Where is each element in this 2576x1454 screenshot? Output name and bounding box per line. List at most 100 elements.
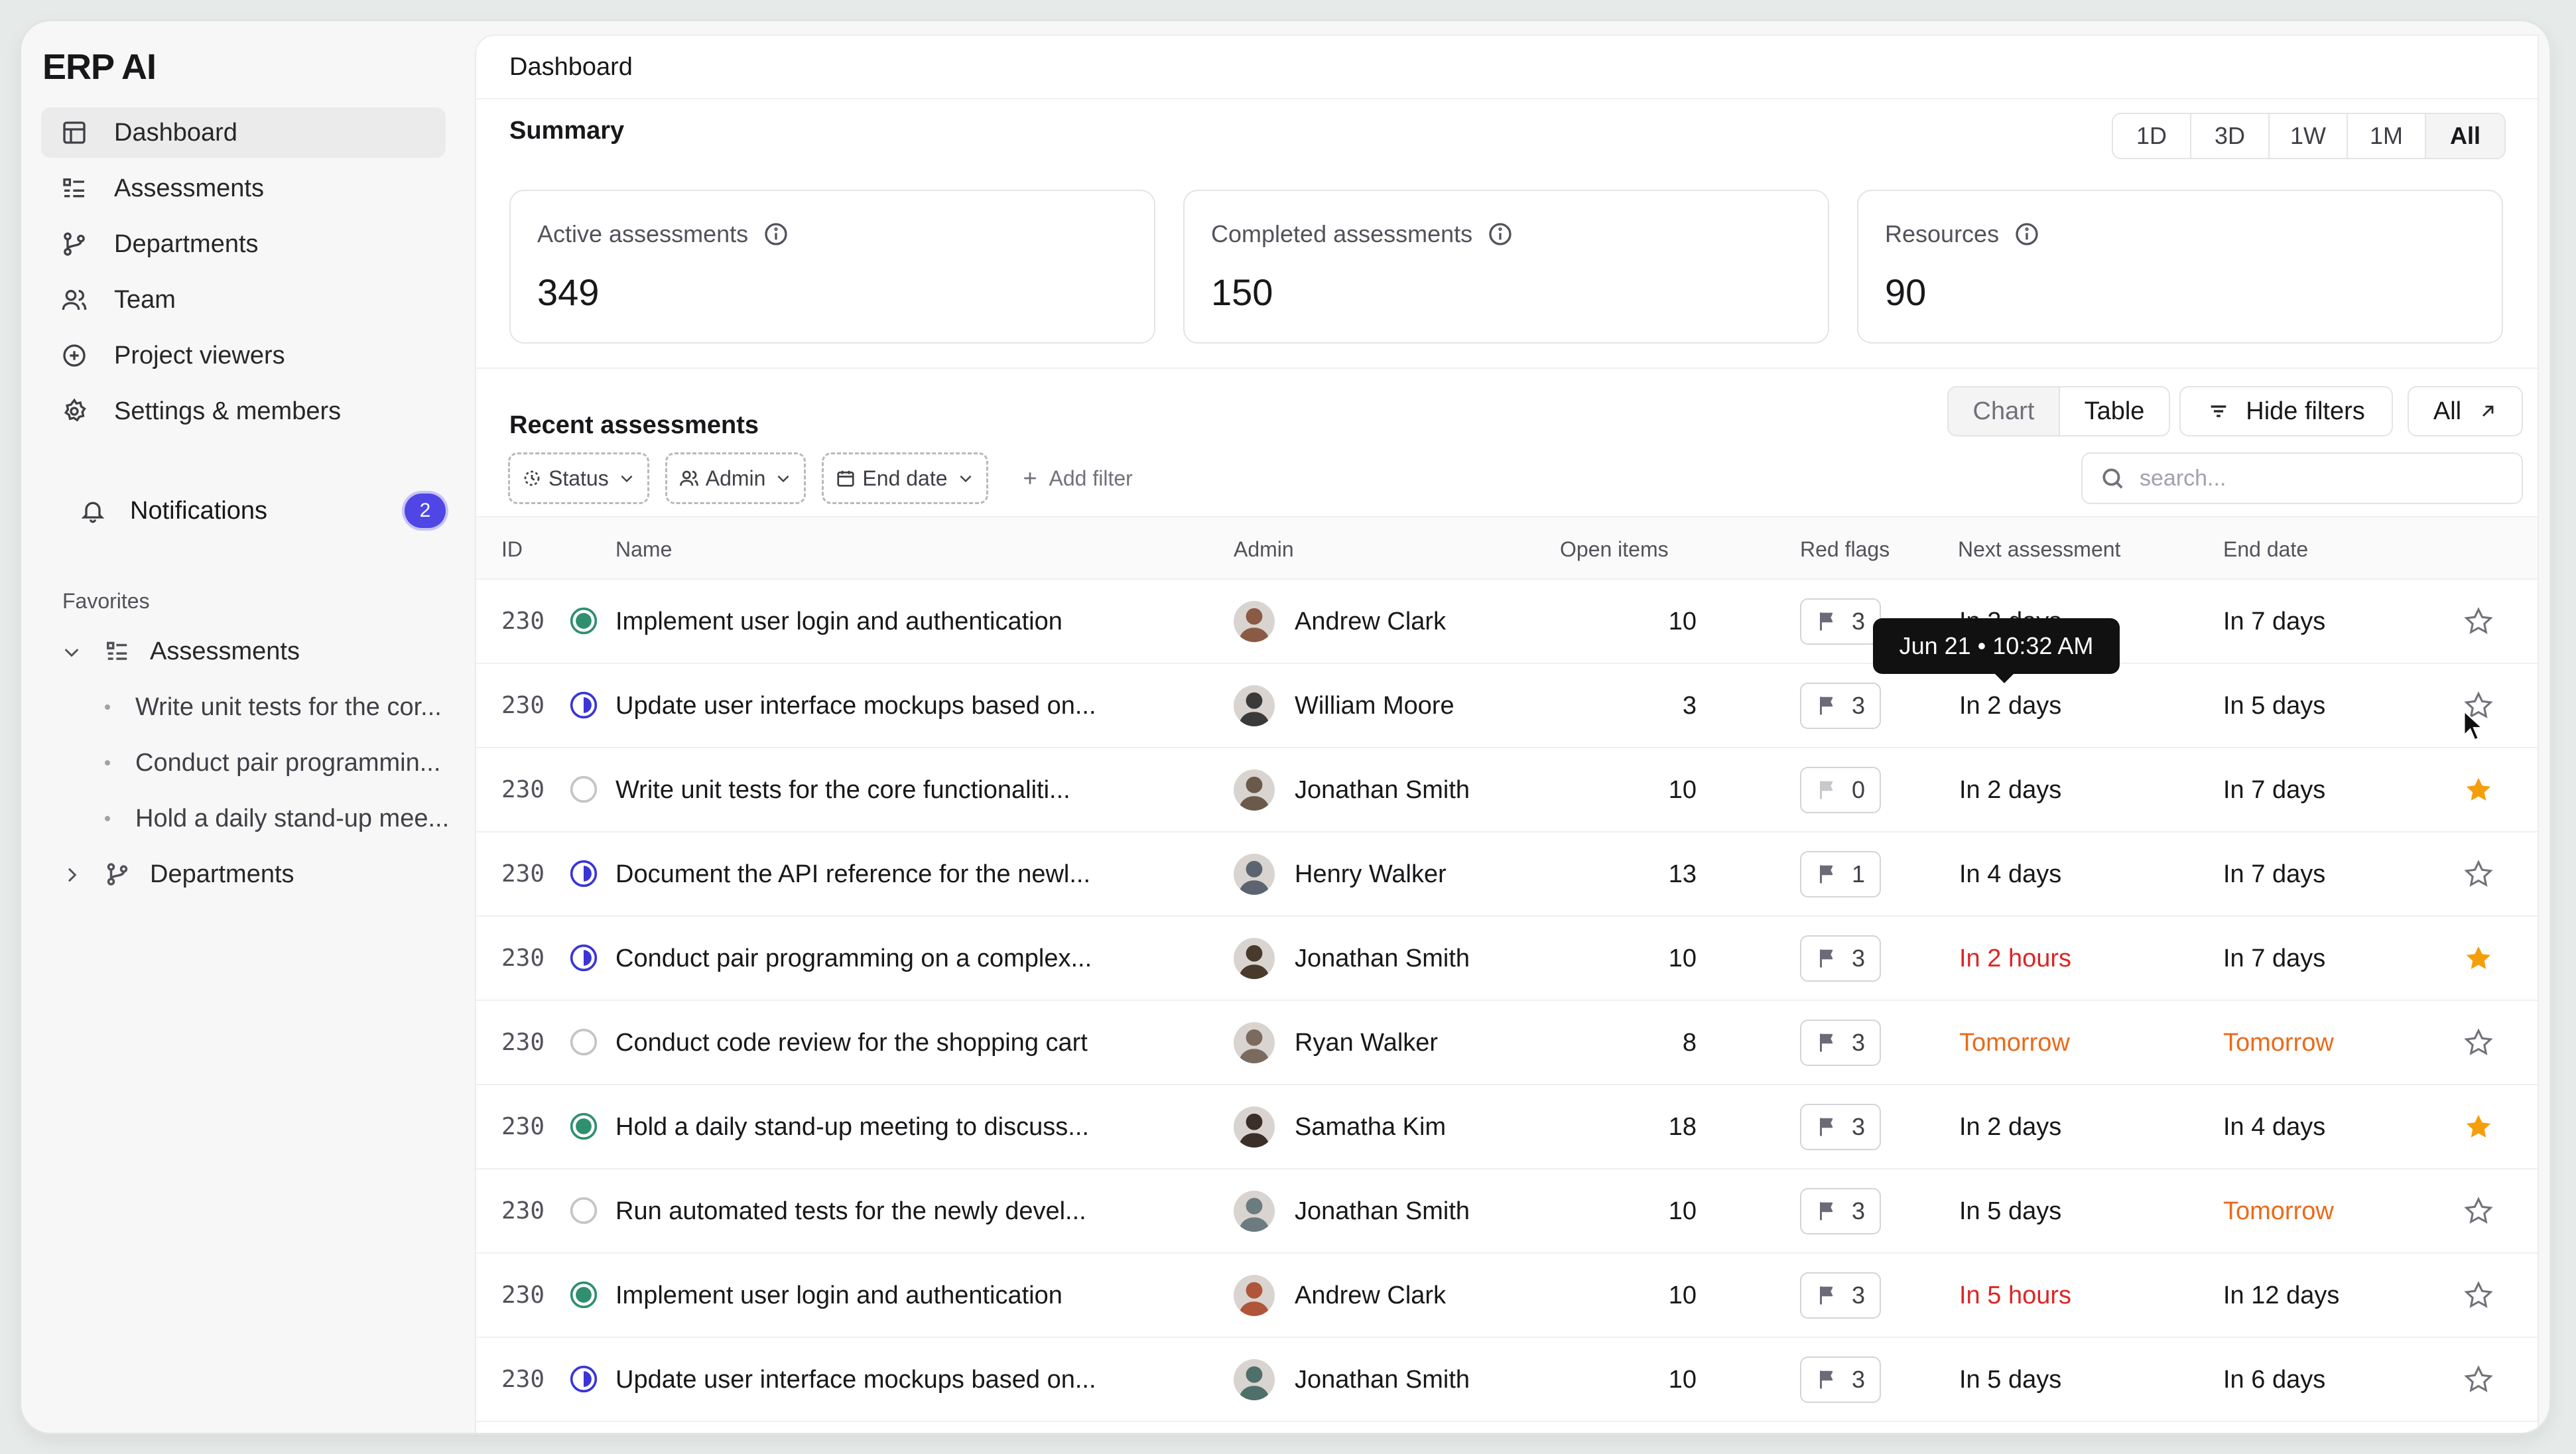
red-flags-badge[interactable]: 3 — [1800, 1104, 1881, 1150]
col-red-flags[interactable]: Red flags — [1800, 537, 1890, 561]
status-todo-icon — [570, 1028, 598, 1056]
red-flags-badge[interactable]: 3 — [1800, 935, 1881, 982]
sidebar-item-dashboard[interactable]: Dashboard — [41, 107, 446, 158]
row-id: 230 — [501, 860, 545, 888]
table-row[interactable]: 230 Implement user login and authenticat… — [476, 1254, 2538, 1338]
star-filled-icon[interactable] — [2463, 943, 2494, 974]
chevron-down-icon[interactable] — [61, 641, 82, 662]
row-next-assessment[interactable]: In 2 hours — [1959, 945, 2071, 972]
filter-admin[interactable]: Admin — [665, 452, 806, 504]
filter-bar: Status Admin End date Add filter — [508, 452, 1133, 504]
table-row[interactable]: 230 Run automated tests for the newly de… — [476, 1169, 2538, 1254]
row-name[interactable]: Conduct pair programming on a complex... — [615, 945, 1092, 972]
view-table-button[interactable]: Table — [2059, 387, 2169, 435]
row-name[interactable]: Update user interface mockups based on..… — [615, 692, 1096, 720]
add-filter-button[interactable]: Add filter — [1020, 466, 1133, 491]
favorites-group-assessments[interactable]: Assessments — [61, 624, 459, 679]
star-icon[interactable] — [2463, 1196, 2494, 1226]
table-row[interactable]: 230 Write unit tests for the core functi… — [476, 748, 2538, 832]
row-name[interactable]: Hold a daily stand-up meeting to discuss… — [615, 1113, 1089, 1141]
star-filled-icon[interactable] — [2463, 775, 2494, 805]
sidebar-item-assessments[interactable]: Assessments — [41, 163, 446, 214]
row-name[interactable]: Write unit tests for the core functional… — [615, 776, 1070, 804]
row-next-assessment[interactable]: In 4 days — [1959, 860, 2062, 888]
table-row[interactable]: 230 Update user interface mockups based … — [476, 664, 2538, 748]
row-next-assessment[interactable]: Tomorrow — [1959, 1029, 2070, 1057]
chevron-right-icon[interactable] — [61, 864, 82, 885]
range-1m[interactable]: 1M — [2348, 114, 2426, 158]
star-icon[interactable] — [2463, 1364, 2494, 1395]
favorites-subitem[interactable]: Hold a daily stand-up mee... — [61, 791, 459, 846]
row-next-assessment[interactable]: In 2 days — [1959, 1113, 2062, 1141]
favorites-subitem[interactable]: Conduct pair programmin... — [61, 735, 459, 791]
info-icon[interactable] — [763, 221, 789, 247]
row-next-assessment[interactable]: In 5 hours — [1959, 1282, 2071, 1309]
star-filled-icon[interactable] — [2463, 1112, 2494, 1142]
hide-filters-button[interactable]: Hide filters — [2179, 386, 2393, 436]
row-name[interactable]: Implement user login and authentication — [615, 1282, 1063, 1309]
table-row[interactable]: 230 Document the API reference for the n… — [476, 832, 2538, 917]
filter-end-date[interactable]: End date — [822, 452, 988, 504]
favorites-subitem-label: Write unit tests for the cor... — [135, 693, 442, 721]
star-icon[interactable] — [2463, 1027, 2494, 1058]
red-flags-badge[interactable]: 3 — [1800, 1272, 1881, 1319]
table-row[interactable]: 230 Conduct code review for the shopping… — [476, 1001, 2538, 1085]
sidebar-item-team[interactable]: Team — [41, 275, 446, 325]
row-name[interactable]: Conduct code review for the shopping car… — [615, 1029, 1088, 1057]
row-next-assessment[interactable]: In 5 days — [1959, 1366, 2062, 1394]
col-next-assessment[interactable]: Next assessment — [1958, 537, 2121, 561]
star-icon[interactable] — [2463, 606, 2494, 637]
range-all[interactable]: All — [2426, 114, 2504, 158]
flag-icon — [1819, 1118, 1833, 1136]
star-icon[interactable] — [2463, 1280, 2494, 1311]
info-icon[interactable] — [1487, 221, 1513, 247]
section-divider — [476, 367, 2538, 369]
sidebar: ERP AI Dashboard Assessments Departments… — [21, 21, 476, 1433]
view-chart-button[interactable]: Chart — [1972, 397, 2035, 425]
row-name[interactable]: Update user interface mockups based on..… — [615, 1366, 1096, 1394]
sidebar-item-notifications[interactable]: Notifications 2 — [41, 486, 454, 536]
row-name[interactable]: Implement user login and authentication — [615, 608, 1063, 635]
calendar-icon — [837, 470, 855, 487]
star-icon[interactable] — [2463, 691, 2494, 721]
col-name[interactable]: Name — [615, 537, 673, 561]
favorites-subitem[interactable]: Write unit tests for the cor... — [61, 679, 459, 735]
sidebar-item-project-viewers[interactable]: Project viewers — [41, 330, 446, 381]
row-name[interactable]: Run automated tests for the newly devel.… — [615, 1197, 1086, 1225]
red-flags-badge[interactable]: 3 — [1800, 683, 1881, 729]
table-row[interactable]: 230 Conduct pair programming on a comple… — [476, 917, 2538, 1001]
search-input[interactable]: search... — [2081, 452, 2523, 504]
range-3d[interactable]: 3D — [2191, 114, 2270, 158]
star-icon[interactable] — [2463, 859, 2494, 890]
red-flags-badge[interactable]: 3 — [1800, 598, 1881, 645]
row-next-assessment[interactable]: In 2 days — [1959, 692, 2062, 720]
avatar — [1234, 1106, 1275, 1148]
col-end-date[interactable]: End date — [2223, 537, 2309, 561]
red-flags-badge[interactable]: 3 — [1800, 1356, 1881, 1403]
table-row[interactable]: 230 Update user interface mockups based … — [476, 1338, 2538, 1422]
red-flags-count: 0 — [1851, 776, 1866, 803]
range-1w[interactable]: 1W — [2270, 114, 2348, 158]
col-open-items[interactable]: Open items — [1560, 537, 1669, 561]
sidebar-item-departments[interactable]: Departments — [41, 219, 446, 269]
col-admin[interactable]: Admin — [1234, 537, 1294, 561]
red-flags-count: 3 — [1851, 945, 1866, 972]
col-id[interactable]: ID — [501, 537, 523, 561]
all-assessments-button[interactable]: All — [2408, 386, 2523, 436]
red-flags-badge[interactable]: 1 — [1800, 851, 1881, 897]
flag-icon — [1819, 612, 1833, 631]
sidebar-item-settings[interactable]: Settings & members — [41, 386, 446, 436]
row-next-assessment[interactable]: In 5 days — [1959, 1197, 2062, 1225]
info-icon[interactable] — [2014, 221, 2040, 247]
red-flags-badge[interactable]: 0 — [1800, 767, 1881, 813]
range-1d[interactable]: 1D — [2113, 114, 2191, 158]
red-flags-badge[interactable]: 3 — [1800, 1020, 1881, 1066]
row-name[interactable]: Document the API reference for the newl.… — [615, 860, 1091, 888]
favorites-group-departments[interactable]: Departments — [61, 846, 459, 902]
filter-status[interactable]: Status — [508, 452, 649, 504]
table-row[interactable]: 230 Hold a daily stand-up meeting to dis… — [476, 1085, 2538, 1169]
table-row[interactable]: 230 Implement user login and authenticat… — [476, 580, 2538, 664]
row-next-assessment[interactable]: In 2 days — [1959, 776, 2062, 804]
red-flags-badge[interactable]: 3 — [1800, 1188, 1881, 1234]
sidebar-item-label: Settings & members — [114, 397, 342, 425]
